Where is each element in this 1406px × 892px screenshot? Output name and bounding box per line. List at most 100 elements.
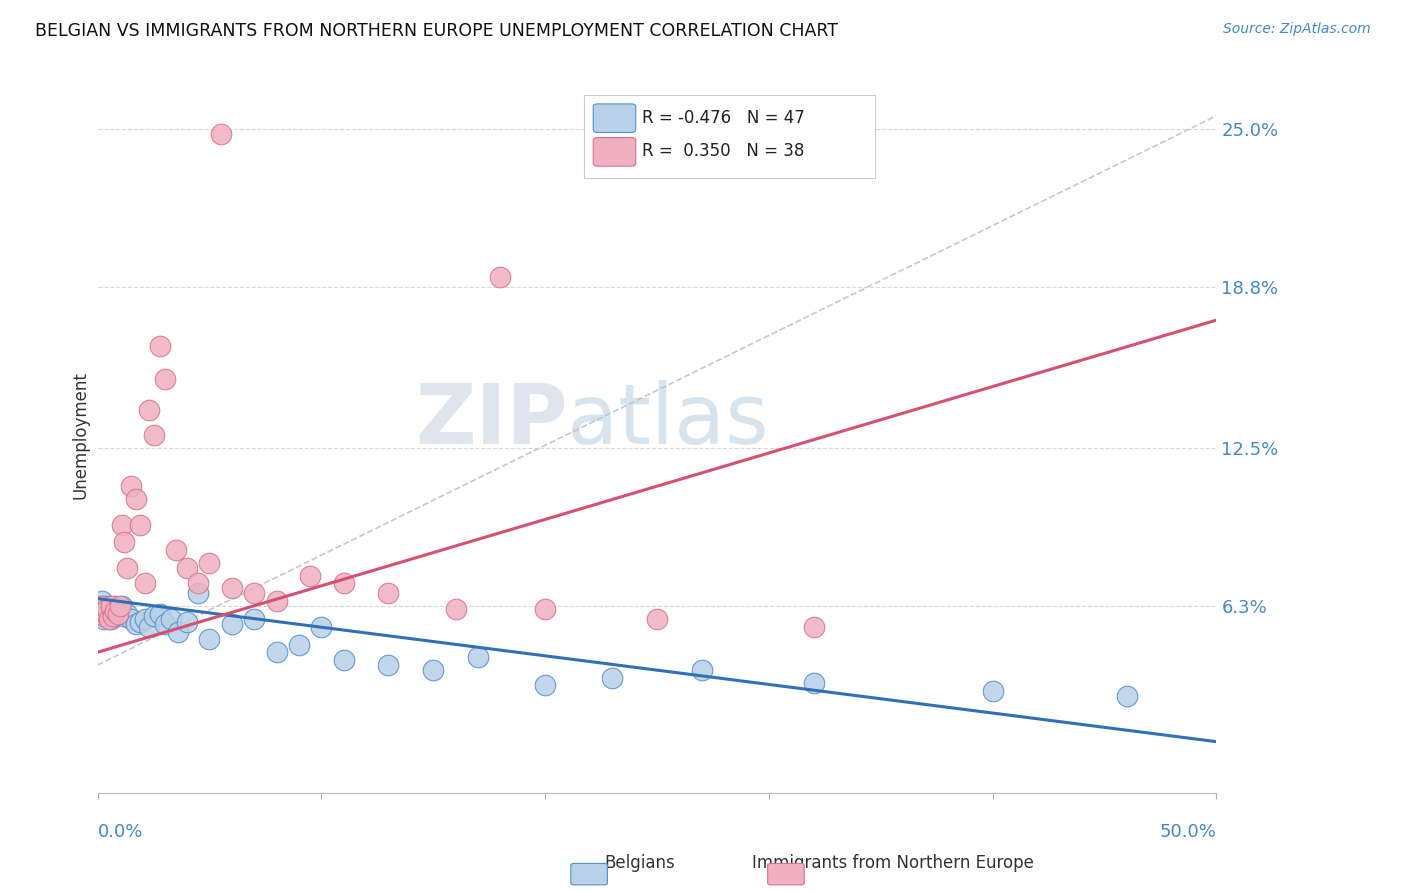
FancyBboxPatch shape	[593, 137, 636, 166]
Point	[187, 586, 209, 600]
Point	[534, 678, 557, 692]
Point	[124, 491, 146, 506]
Point	[104, 604, 127, 618]
Point	[112, 609, 135, 624]
Text: Belgians: Belgians	[605, 855, 675, 872]
Text: R =  0.350   N = 38: R = 0.350 N = 38	[643, 142, 804, 161]
Point	[138, 620, 160, 634]
FancyBboxPatch shape	[585, 95, 875, 178]
Point	[100, 612, 122, 626]
Point	[332, 653, 354, 667]
Point	[120, 612, 142, 626]
Point	[221, 617, 243, 632]
Point	[96, 607, 118, 621]
Point	[104, 609, 127, 624]
Point	[198, 632, 221, 647]
Point	[129, 517, 152, 532]
Point	[803, 676, 825, 690]
Point	[120, 479, 142, 493]
Point	[93, 609, 115, 624]
Point	[209, 127, 232, 141]
Point	[266, 594, 288, 608]
Point	[115, 561, 138, 575]
Point	[108, 599, 131, 614]
Text: ZIP: ZIP	[415, 380, 568, 461]
Text: Immigrants from Northern Europe: Immigrants from Northern Europe	[752, 855, 1033, 872]
Point	[91, 607, 114, 621]
Point	[1115, 689, 1137, 703]
Point	[198, 556, 221, 570]
Point	[96, 609, 118, 624]
Point	[149, 607, 172, 621]
Point	[108, 604, 131, 618]
Point	[138, 402, 160, 417]
Point	[89, 602, 111, 616]
Point	[187, 576, 209, 591]
Point	[981, 683, 1004, 698]
Point	[129, 615, 152, 629]
Point	[103, 609, 125, 624]
Point	[534, 602, 557, 616]
Point	[100, 602, 122, 616]
Point	[221, 582, 243, 596]
Point	[299, 568, 322, 582]
Point	[377, 586, 399, 600]
Point	[134, 612, 156, 626]
Point	[332, 576, 354, 591]
Point	[111, 599, 134, 614]
Point	[311, 620, 333, 634]
Point	[153, 617, 176, 632]
Text: R = -0.476   N = 47: R = -0.476 N = 47	[643, 109, 806, 128]
Point	[167, 624, 190, 639]
Text: 50.0%: 50.0%	[1160, 823, 1216, 841]
Point	[97, 599, 120, 614]
Point	[107, 607, 129, 621]
Point	[600, 671, 623, 685]
Point	[97, 607, 120, 621]
Point	[645, 612, 668, 626]
Point	[93, 604, 115, 618]
Point	[93, 612, 115, 626]
Point	[176, 615, 198, 629]
Point	[142, 428, 165, 442]
Text: atlas: atlas	[568, 380, 769, 461]
Point	[100, 599, 122, 614]
Text: Source: ZipAtlas.com: Source: ZipAtlas.com	[1223, 22, 1371, 37]
Point	[91, 607, 114, 621]
Point	[134, 576, 156, 591]
Point	[266, 645, 288, 659]
Point	[91, 599, 114, 614]
Point	[422, 663, 444, 677]
Point	[96, 602, 118, 616]
Point	[288, 638, 311, 652]
Text: BELGIAN VS IMMIGRANTS FROM NORTHERN EUROPE UNEMPLOYMENT CORRELATION CHART: BELGIAN VS IMMIGRANTS FROM NORTHERN EURO…	[35, 22, 838, 40]
Point	[97, 612, 120, 626]
Point	[112, 535, 135, 549]
Point	[124, 617, 146, 632]
Point	[91, 594, 114, 608]
Point	[176, 561, 198, 575]
Point	[89, 602, 111, 616]
Point	[467, 650, 489, 665]
Point	[115, 607, 138, 621]
Point	[103, 604, 125, 618]
Point	[690, 663, 713, 677]
Point	[377, 658, 399, 673]
FancyBboxPatch shape	[593, 103, 636, 133]
Point	[160, 612, 183, 626]
Point	[444, 602, 467, 616]
Point	[803, 620, 825, 634]
Point	[142, 609, 165, 624]
Point	[104, 599, 127, 614]
Point	[96, 604, 118, 618]
Point	[243, 612, 266, 626]
Point	[243, 586, 266, 600]
Text: 0.0%: 0.0%	[97, 823, 143, 841]
Point	[111, 517, 134, 532]
Point	[153, 372, 176, 386]
Point	[489, 269, 512, 284]
Point	[107, 607, 129, 621]
Point	[165, 543, 187, 558]
Y-axis label: Unemployment: Unemployment	[72, 371, 89, 499]
Point	[149, 339, 172, 353]
